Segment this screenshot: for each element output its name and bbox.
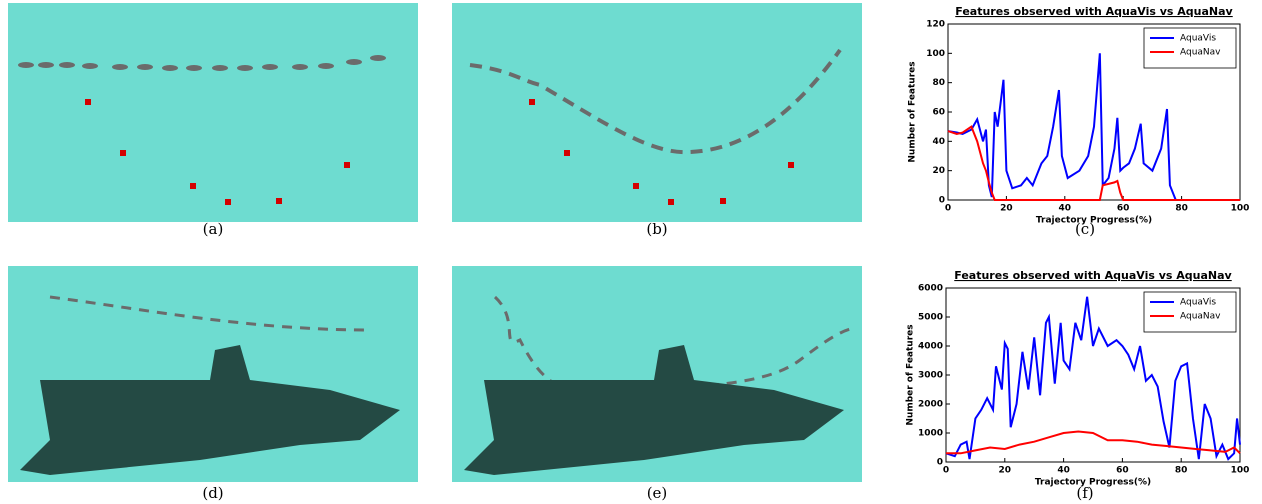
y-tick-label: 40 [932, 137, 945, 147]
y-tick-label: 80 [932, 78, 945, 88]
y-tick-label: 60 [932, 108, 945, 118]
x-tick-label: 40 [1059, 204, 1072, 214]
figure: (a)(b)(c)(d)(e)(f)Features observed with… [0, 0, 1262, 504]
x-axis-label: Trajectory Progress(%) [1035, 478, 1151, 488]
y-tick-label: 4000 [918, 342, 943, 352]
chart-title: Features observed with AquaVis vs AquaNa… [955, 5, 1233, 18]
legend-label: AquaVis [1180, 298, 1216, 308]
chart-title: Features observed with AquaVis vs AquaNa… [954, 269, 1232, 282]
x-axis-label: Trajectory Progress(%) [1036, 216, 1152, 226]
panel-e [452, 266, 862, 482]
x-tick-label: 80 [1175, 466, 1188, 476]
y-axis-label: Number of Features [908, 61, 918, 162]
y-tick-label: 3000 [918, 371, 943, 381]
x-tick-label: 100 [1231, 204, 1250, 214]
y-tick-label: 120 [926, 20, 945, 30]
series-line [948, 53, 1240, 200]
caption: (b) [646, 220, 667, 238]
y-tick-label: 6000 [918, 284, 943, 294]
legend-label: AquaNav [1180, 48, 1221, 58]
y-tick-label: 2000 [918, 400, 943, 410]
caption: (e) [647, 484, 668, 502]
x-tick-label: 80 [1175, 204, 1188, 214]
y-tick-label: 0 [937, 458, 943, 468]
caption: (d) [202, 484, 223, 502]
panel-d [8, 266, 418, 482]
x-tick-label: 60 [1117, 204, 1130, 214]
y-tick-label: 20 [932, 166, 945, 176]
x-tick-label: 60 [1116, 466, 1129, 476]
y-axis-label: Number of Features [906, 324, 916, 425]
panel-a [8, 3, 418, 222]
x-tick-label: 0 [945, 204, 951, 214]
x-tick-label: 20 [1000, 204, 1013, 214]
legend-label: AquaVis [1180, 34, 1216, 44]
x-tick-label: 0 [943, 466, 949, 476]
y-tick-label: 0 [939, 196, 945, 206]
x-tick-label: 100 [1231, 466, 1250, 476]
y-tick-label: 5000 [918, 313, 943, 323]
page: (a)(b)(c)(d)(e)(f)Features observed with… [0, 0, 1262, 504]
legend-label: AquaNav [1180, 312, 1221, 322]
y-tick-label: 100 [926, 49, 945, 59]
y-tick-label: 1000 [918, 429, 943, 439]
x-tick-label: 20 [999, 466, 1012, 476]
x-tick-label: 40 [1057, 466, 1070, 476]
caption: (a) [203, 220, 224, 238]
panel-b [452, 3, 862, 222]
